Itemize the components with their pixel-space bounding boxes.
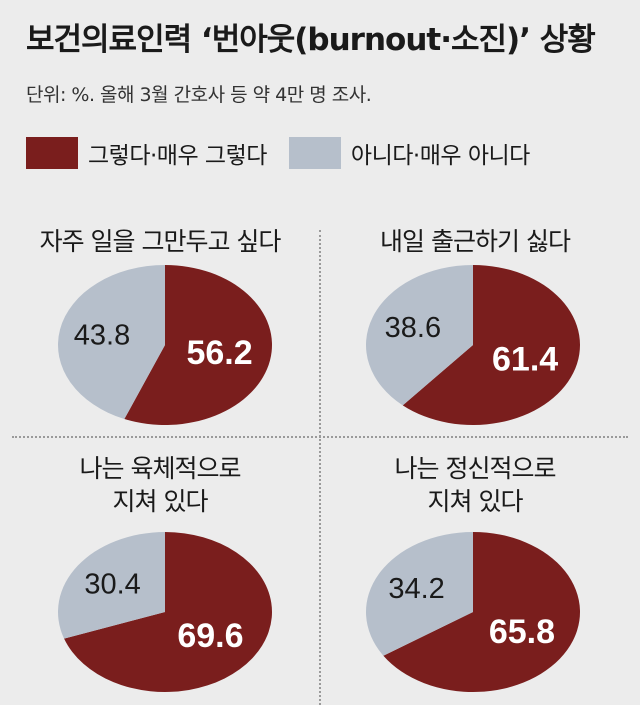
legend-swatch-yes — [26, 137, 78, 169]
pie-slice-no — [366, 265, 473, 406]
pie-slice-yes — [124, 265, 273, 426]
chart-subtitle: 단위: %. 올해 3월 간호사 등 약 4만 명 조사. — [26, 84, 372, 106]
pie-slice-no — [365, 532, 473, 656]
legend-label-no: 아니다·매우 아니다 — [350, 143, 530, 169]
pie-title-mental: 나는 정신적으로 지쳐 있다 — [394, 454, 557, 516]
pie-slice-yes — [64, 532, 272, 693]
pie-title-physical: 나는 육체적으로 지쳐 있다 — [79, 454, 242, 516]
pie-label-no: 43.8 — [74, 320, 130, 352]
pie-title-work: 내일 출근하기 싫다 — [380, 227, 571, 256]
pie-label-yes: 61.4 — [492, 341, 558, 379]
pie-label-no: 38.6 — [385, 312, 441, 344]
pie-label-yes: 69.6 — [177, 617, 243, 655]
pie-slice-no — [58, 532, 165, 639]
legend-swatch-no — [288, 137, 341, 169]
pie-label-no: 34.2 — [388, 573, 444, 605]
horizontal-divider — [12, 436, 628, 438]
legend-label-yes: 그렇다·매우 그렇다 — [88, 143, 267, 169]
chart-title: 보건의료인력 ‘번아웃(burnout·소진)’ 상황 — [26, 22, 596, 58]
pie-slice-no — [58, 265, 165, 420]
pie-slice-yes — [383, 532, 580, 692]
pie-label-yes: 56.2 — [186, 334, 252, 372]
vertical-divider — [319, 230, 321, 705]
pie-label-yes: 65.8 — [489, 613, 555, 651]
legend-item-yes: 그렇다·매우 그렇다 — [26, 136, 267, 170]
legend-item-no: 아니다·매우 아니다 — [288, 136, 530, 170]
pie-slice-yes — [402, 265, 580, 426]
pie-title-quit: 자주 일을 그만두고 싶다 — [39, 227, 282, 256]
legend: 그렇다·매우 그렇다 아니다·매우 아니다 — [26, 135, 530, 171]
pie-label-no: 30.4 — [84, 568, 140, 600]
